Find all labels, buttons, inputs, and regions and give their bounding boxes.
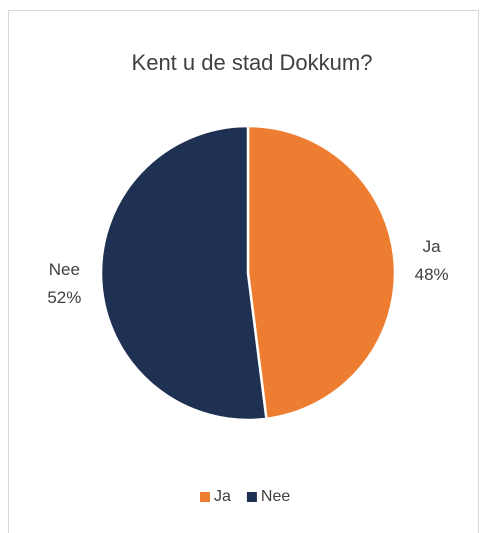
data-label-value: 52%: [47, 288, 81, 307]
pie-slice: [246, 124, 397, 421]
legend-label: Ja: [214, 488, 231, 505]
data-label-category: Ja: [423, 237, 442, 256]
data-label-category: Nee: [49, 260, 80, 279]
legend-label: Nee: [261, 488, 290, 505]
chart-title: Kent u de stad Dokkum?: [132, 50, 373, 75]
legend-swatch: [200, 492, 210, 502]
data-label-value: 48%: [415, 265, 449, 284]
legend-swatch: [246, 492, 257, 502]
pie-slice: [99, 124, 268, 422]
